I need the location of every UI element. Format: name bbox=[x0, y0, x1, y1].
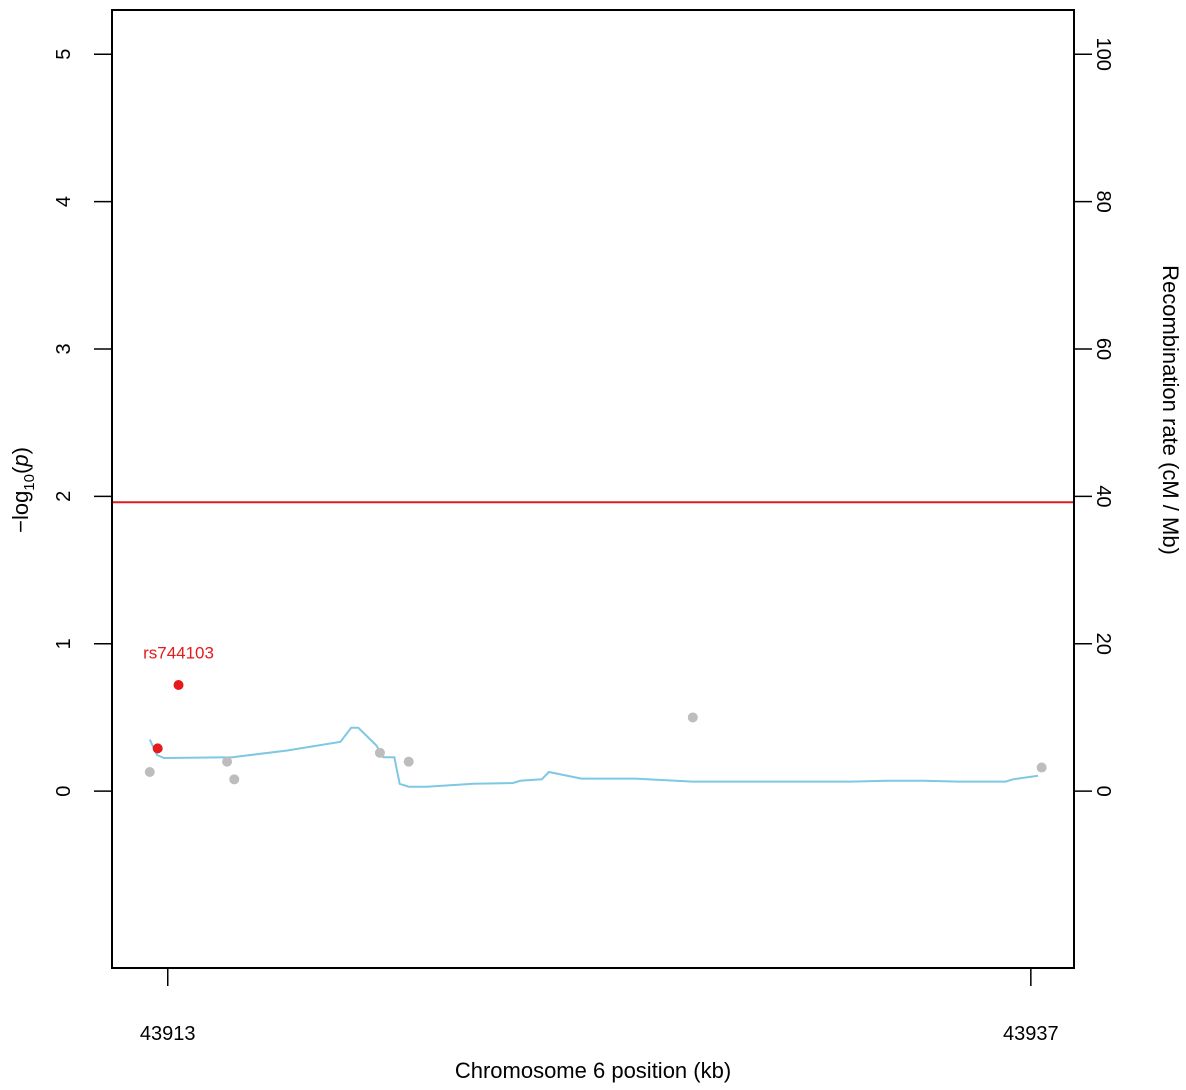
recombination-rate-line bbox=[148, 726, 1039, 788]
snp-point bbox=[687, 712, 698, 723]
y-tick-label-right: 100 bbox=[1092, 38, 1114, 71]
y-tick-label-left: 4 bbox=[53, 196, 75, 207]
y-axis-label-left: −log10(p) bbox=[8, 447, 38, 533]
y-tick-label-right: 40 bbox=[1092, 485, 1114, 507]
y-axis-label-right: Recombination rate (cM / Mb) bbox=[1158, 265, 1183, 555]
y-tick-label-right: 80 bbox=[1092, 190, 1114, 212]
snp-point bbox=[173, 680, 184, 691]
y-tick-label-right: 20 bbox=[1092, 633, 1114, 655]
snp-point bbox=[374, 747, 385, 758]
snp-point bbox=[152, 743, 163, 754]
plot-frame bbox=[111, 9, 1075, 969]
x-tick-label: 43937 bbox=[1003, 1023, 1059, 1045]
y-tick-label-left: 5 bbox=[53, 49, 75, 60]
y-tick-label-left: 0 bbox=[53, 786, 75, 797]
snp-annotation-label: rs744103 bbox=[143, 643, 214, 662]
y-tick-label-right: 60 bbox=[1092, 338, 1114, 360]
y-tick-label-left: 3 bbox=[53, 343, 75, 354]
snp-point bbox=[229, 774, 240, 785]
snp-point bbox=[403, 756, 414, 767]
snp-point bbox=[144, 766, 155, 777]
y-tick-label-left: 1 bbox=[53, 638, 75, 649]
x-axis-label: Chromosome 6 position (kb) bbox=[455, 1058, 731, 1083]
y-tick-label-right: 0 bbox=[1092, 786, 1114, 797]
snp-point bbox=[1036, 762, 1047, 773]
y-tick-label-left: 2 bbox=[53, 491, 75, 502]
x-tick-label: 43913 bbox=[140, 1023, 196, 1045]
snp-point bbox=[222, 756, 233, 767]
